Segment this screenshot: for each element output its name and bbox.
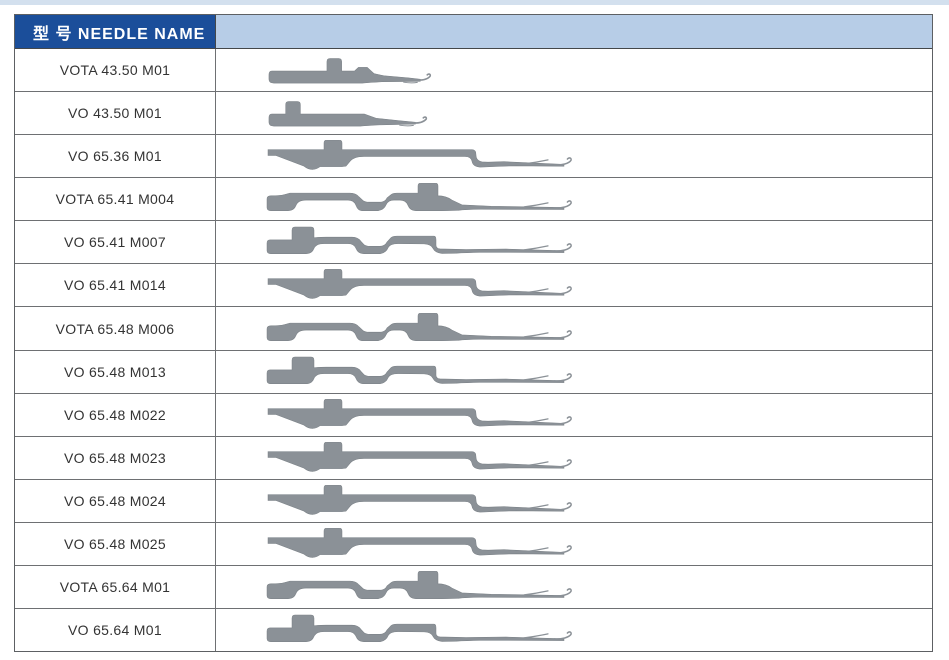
needle-silhouette-icon — [266, 399, 584, 431]
needle-image-cell — [216, 178, 932, 220]
needle-image-cell — [216, 221, 932, 263]
needle-name: VO 65.48 M023 — [15, 436, 216, 479]
needle-name: VOTA 43.50 M01 — [15, 49, 216, 92]
needle-name: VO 65.41 M007 — [15, 221, 216, 264]
needle-image-cell — [216, 480, 932, 522]
needle-silhouette-icon — [266, 183, 584, 215]
table-header-row: 型 号 NEEDLE NAME — [15, 15, 932, 49]
table-row: VO 43.50 M01 — [15, 92, 932, 136]
needle-image-cell — [216, 609, 932, 651]
table-body: VOTA 43.50 M01 VO 43.50 M01 VO 65.36 M01… — [15, 49, 932, 652]
needle-silhouette-icon — [266, 313, 584, 345]
needle-image-cell — [216, 394, 932, 436]
needle-image-cell — [216, 135, 932, 177]
table-row: VO 65.64 M01 — [15, 609, 932, 652]
table-row: VO 65.48 M023 — [15, 436, 932, 480]
table-row: VO 65.48 M013 — [15, 350, 932, 394]
column-header-needle-name: 型 号 NEEDLE NAME — [15, 15, 216, 48]
needle-silhouette-icon — [266, 140, 584, 172]
needle-image-cell — [216, 92, 932, 134]
table-row: VOTA 65.48 M006 — [15, 307, 932, 351]
needle-name: VOTA 65.48 M006 — [15, 307, 216, 350]
needle-silhouette-icon — [266, 97, 438, 129]
needle-name: VO 65.48 M013 — [15, 350, 216, 393]
needle-image-cell — [216, 523, 932, 565]
needle-name: VO 65.64 M01 — [15, 609, 216, 652]
needle-name: VO 65.41 M014 — [15, 264, 216, 307]
needle-name: VO 65.36 M01 — [15, 135, 216, 178]
needle-silhouette-icon — [266, 614, 584, 646]
needle-silhouette-icon — [266, 442, 584, 474]
needle-image-cell — [216, 437, 932, 479]
page-top-accent-strip — [0, 0, 949, 5]
needle-silhouette-icon — [266, 571, 584, 603]
needle-silhouette-icon — [266, 269, 584, 301]
table-row: VOTA 65.64 M01 — [15, 565, 932, 610]
needle-silhouette-icon — [266, 54, 438, 86]
table-row: VO 65.41 M014 — [15, 264, 932, 308]
table-row: VOTA 43.50 M01 — [15, 49, 932, 93]
needle-silhouette-icon — [266, 485, 584, 517]
needle-catalog-table: 型 号 NEEDLE NAME VOTA 43.50 M01 VO 43.50 … — [14, 14, 933, 652]
table-row: VO 65.36 M01 — [15, 135, 932, 179]
needle-image-cell — [216, 49, 932, 91]
needle-image-cell — [216, 307, 932, 349]
needle-name: VO 65.48 M024 — [15, 479, 216, 522]
needle-name: VO 43.50 M01 — [15, 92, 216, 135]
needle-image-cell — [216, 351, 932, 393]
needle-name: VO 65.48 M022 — [15, 393, 216, 436]
table-row: VO 65.48 M025 — [15, 522, 932, 566]
column-header-needle-image — [216, 15, 932, 48]
table-row: VO 65.48 M022 — [15, 393, 932, 437]
needle-name: VO 65.48 M025 — [15, 522, 216, 565]
table-row: VO 65.41 M007 — [15, 221, 932, 265]
needle-silhouette-icon — [266, 356, 584, 388]
needle-silhouette-icon — [266, 528, 584, 560]
table-row: VOTA 65.41 M004 — [15, 178, 932, 222]
table-row: VO 65.48 M024 — [15, 479, 932, 523]
needle-silhouette-icon — [266, 226, 584, 258]
needle-image-cell — [216, 264, 932, 306]
needle-image-cell — [216, 566, 932, 608]
needle-name: VOTA 65.41 M004 — [15, 178, 216, 221]
needle-name: VOTA 65.64 M01 — [15, 565, 216, 609]
